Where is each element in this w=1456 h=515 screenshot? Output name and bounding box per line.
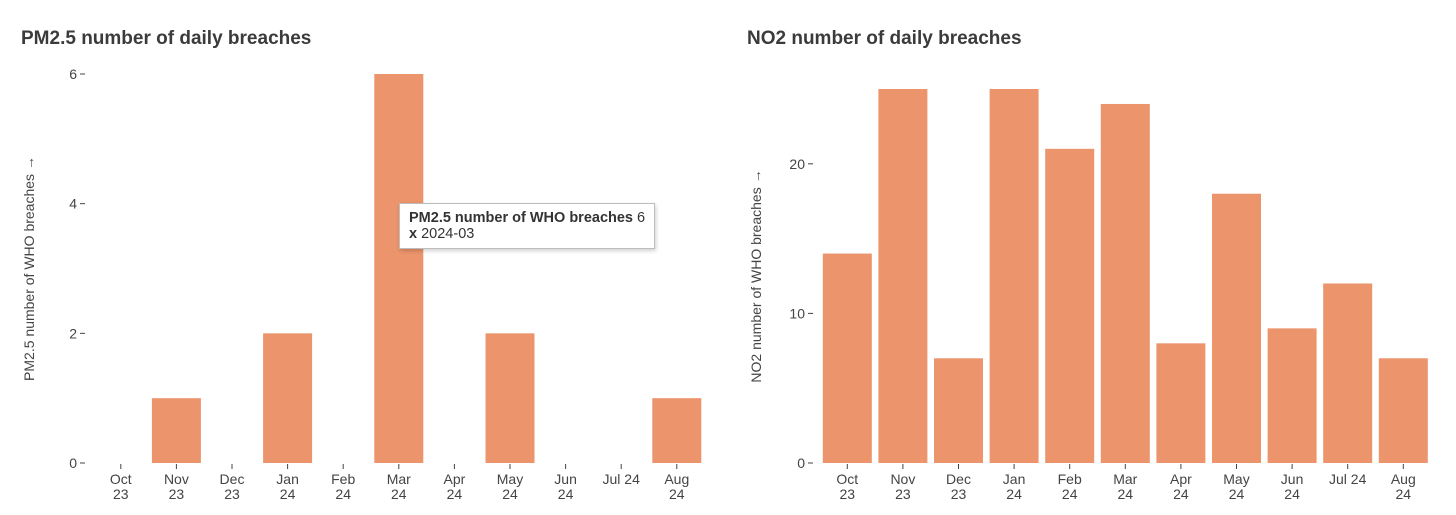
x-tick-label: Apr 24 <box>1170 471 1192 502</box>
bar[interactable] <box>1212 193 1261 463</box>
x-tick-label: Mar 24 <box>1113 471 1137 502</box>
y-tick-label: 2 <box>69 325 77 341</box>
no2-chart-panel: NO2 number of daily breaches 0 10 20 NO2 nu… <box>728 0 1456 515</box>
x-tick-label: Jun 24 <box>1281 471 1304 502</box>
x-tick-label: May 24 <box>497 471 523 502</box>
x-tick-label: Apr 24 <box>444 471 466 502</box>
x-tick-label: Nov 23 <box>890 471 915 502</box>
bar[interactable] <box>934 358 983 463</box>
tooltip-x-value: 2024-03 <box>421 226 475 242</box>
bar[interactable] <box>989 89 1039 463</box>
x-tick-label: Nov 23 <box>164 471 189 502</box>
bar[interactable] <box>1156 343 1206 463</box>
x-tick-label: Jul 24 <box>603 471 641 487</box>
x-tick-label: Jan 24 <box>1003 471 1026 502</box>
bar-tooltip: PM2.5 number of WHO breaches 6 x 2024-03 <box>399 203 656 249</box>
tooltip-x-row: x 2024-03 <box>409 226 645 242</box>
chart-title: NO2 number of daily breaches <box>747 28 1022 49</box>
no2-bar-chart: 0 10 20 NO2 number of WHO breaches → Oct 23 No… <box>748 89 1428 502</box>
y-axis-label: NO2 number of WHO breaches → <box>748 169 764 382</box>
bar[interactable] <box>878 89 928 463</box>
pm25-bar-chart: 0 2 4 6 PM2.5 number of WHO breaches → Oct 23 N… <box>21 66 702 502</box>
y-tick-label: 0 <box>797 455 805 471</box>
bar[interactable] <box>652 398 702 463</box>
bar[interactable] <box>1045 148 1095 463</box>
x-tick-label: Aug 24 <box>664 471 689 502</box>
x-tick-label: Oct 23 <box>110 471 132 502</box>
x-tick-label: Jul 24 <box>1329 471 1367 487</box>
x-tick-label: Oct 23 <box>836 471 858 502</box>
y-tick-label: 4 <box>69 196 77 212</box>
y-tick-label: 6 <box>69 66 77 82</box>
y-tick-label: 10 <box>789 305 805 321</box>
bar[interactable] <box>485 333 535 463</box>
chart-title: PM2.5 number of daily breaches <box>21 28 312 49</box>
tooltip-x-key: x <box>409 226 418 242</box>
x-tick-label: Aug 24 <box>1391 471 1416 502</box>
tooltip-series-row: PM2.5 number of WHO breaches 6 <box>409 210 645 226</box>
bar[interactable] <box>1267 328 1317 463</box>
tooltip-value: 6 <box>637 210 646 226</box>
bar[interactable] <box>1323 283 1373 463</box>
y-tick-label: 20 <box>789 156 805 172</box>
x-tick-label: Feb 24 <box>331 471 355 502</box>
x-tick-label: Dec 23 <box>220 471 245 502</box>
bar[interactable] <box>1378 358 1428 463</box>
y-tick-label: 0 <box>69 455 77 471</box>
y-axis-label: PM2.5 number of WHO breaches → <box>21 156 37 381</box>
bar[interactable] <box>263 333 313 463</box>
bar[interactable] <box>374 74 424 463</box>
bar[interactable] <box>151 398 201 463</box>
x-tick-label: Jun 24 <box>554 471 577 502</box>
pm25-chart-panel: PM2.5 number of daily breaches 0 2 4 6 PM2.5… <box>21 28 702 502</box>
bar[interactable] <box>822 253 872 463</box>
bar[interactable] <box>1100 103 1150 464</box>
tooltip-series-label: PM2.5 number of WHO breaches <box>409 210 633 226</box>
x-tick-label: May 24 <box>1223 471 1249 502</box>
x-tick-label: Mar 24 <box>387 471 411 502</box>
x-tick-label: Feb 24 <box>1058 471 1082 502</box>
x-tick-label: Dec 23 <box>946 471 971 502</box>
x-tick-label: Jan 24 <box>276 471 299 502</box>
